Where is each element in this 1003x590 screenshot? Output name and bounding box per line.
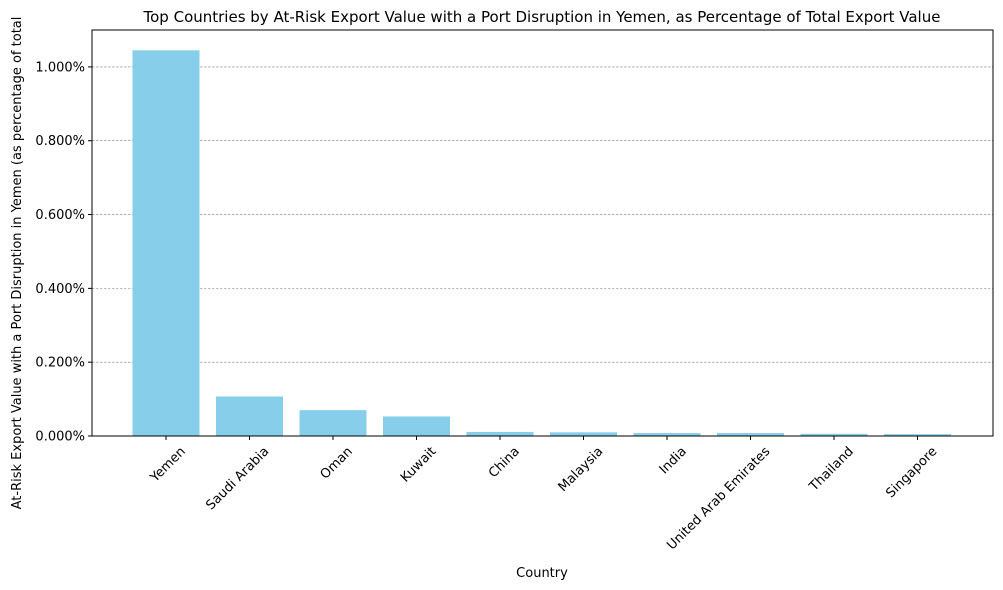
- bars: [132, 50, 951, 437]
- x-tick-label: Malaysia: [556, 444, 607, 495]
- y-axis: 0.000% 0.200% 0.400% 0.600% 0.800% 1.000%: [35, 60, 92, 445]
- y-tick-label: 0.000%: [35, 430, 85, 445]
- chart-title: Top Countries by At-Risk Export Value wi…: [143, 8, 941, 26]
- y-tick-label: 0.200%: [35, 356, 85, 371]
- x-tick-label: Kuwait: [398, 444, 439, 485]
- x-tick-label: Singapore: [883, 444, 940, 501]
- grid-lines: [92, 66, 993, 363]
- bar-india: [633, 433, 701, 436]
- y-tick-label: 0.400%: [35, 282, 85, 297]
- bar-oman: [299, 410, 367, 436]
- plot-frame: [91, 29, 994, 437]
- x-axis: Yemen Saudi Arabia Oman Kuwait China Malaysia…: [147, 436, 940, 553]
- x-tick-label: Saudi Arabia: [203, 444, 272, 513]
- y-tick-label: 1.000%: [35, 60, 85, 75]
- x-tick-label: India: [657, 444, 690, 477]
- bar-saudi-arabia: [216, 396, 283, 436]
- y-axis-label: At-Risk Export Value with a Port Disrupt…: [10, 17, 25, 510]
- bar-united-arab-emirates: [717, 433, 784, 436]
- x-tick-label: Yemen: [147, 444, 189, 486]
- x-tick-label: Thailand: [806, 444, 857, 495]
- y-tick-label: 0.800%: [35, 134, 85, 149]
- x-tick-label: Oman: [318, 444, 356, 482]
- x-axis-label: Country: [516, 566, 568, 581]
- x-tick-label: China: [486, 444, 523, 481]
- bar-malaysia: [550, 432, 617, 436]
- y-tick-label: 0.600%: [35, 208, 85, 223]
- bar-singapore: [884, 434, 951, 436]
- bar-china: [466, 431, 534, 436]
- bar-thailand: [800, 433, 868, 436]
- bar-kuwait: [383, 416, 450, 436]
- bar-yemen: [132, 50, 200, 437]
